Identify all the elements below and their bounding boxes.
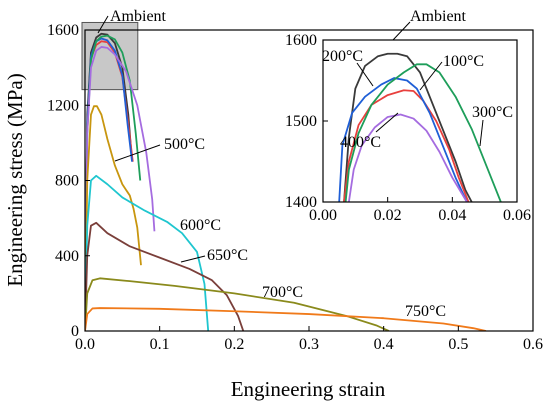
inset-series-300c — [344, 63, 502, 202]
inset-ytick-label: 1400 — [285, 194, 317, 211]
main-series-700c — [85, 277, 390, 331]
annotation-ambient-inset: Ambient — [410, 8, 467, 25]
main-xtick-label: 0.2 — [224, 336, 244, 353]
main-xtick-label: 0.3 — [299, 336, 319, 353]
main-xtick-label: 0.1 — [150, 336, 170, 353]
inset-series-400c — [347, 113, 468, 202]
inset-ytick-label: 1600 — [285, 32, 317, 49]
main-series-750c — [85, 307, 487, 331]
main-xtick-label: 0.4 — [374, 336, 394, 353]
inset-ytick-label: 1500 — [285, 113, 317, 130]
leader-400c-inset — [375, 112, 399, 133]
annotation-500c: 500°C — [164, 136, 205, 153]
inset-series-200c — [338, 77, 468, 202]
annotation-200c-inset: 200°C — [322, 48, 363, 65]
inset-series-group — [338, 52, 502, 202]
main-ytick-label: 800 — [55, 173, 79, 190]
inset-series-ambient — [343, 52, 473, 202]
main-series-400c — [85, 46, 156, 331]
inset-xtick-label: 0.06 — [503, 207, 531, 224]
leader-650c — [180, 255, 206, 263]
main-xtick-label: 0.0 — [75, 336, 95, 353]
annotation-300c-inset: 300°C — [472, 104, 513, 121]
annotation-650c: 650°C — [207, 247, 248, 264]
y-axis-label: Engineering stress (MPa) — [3, 73, 27, 286]
leader-200c-inset — [356, 62, 374, 87]
inset-xtick-label: 0.00 — [309, 207, 337, 224]
main-series-500c — [85, 105, 142, 331]
annotation-750c: 750°C — [405, 303, 446, 320]
main-ytick-label: 400 — [55, 248, 79, 265]
inset-axes: 0.00 0.02 0.04 0.06 1400 1500 1600 — [285, 32, 531, 224]
leader-500c — [114, 144, 161, 162]
annotation-600c: 600°C — [180, 217, 221, 234]
inset-xtick-label: 0.02 — [374, 207, 402, 224]
annotation-100c-inset: 100°C — [443, 53, 484, 70]
inset-series-100c — [343, 89, 470, 202]
main-xtick-label: 0.6 — [523, 336, 543, 353]
annotation-400c-inset: 400°C — [340, 134, 381, 151]
annotation-ambient-main: Ambient — [110, 8, 167, 25]
inset-xtick-label: 0.04 — [438, 207, 466, 224]
main-ytick-label: 1200 — [47, 97, 79, 114]
leader-ambient-inset — [392, 21, 411, 41]
main-series-650c — [85, 221, 245, 331]
x-axis-label: Engineering strain — [231, 377, 386, 401]
main-xtick-label: 0.5 — [448, 336, 468, 353]
main-ytick-label: 1600 — [47, 22, 79, 39]
main-ytick-label: 0 — [71, 323, 79, 340]
leader-100c-inset — [419, 61, 443, 91]
main-axes: 0.0 0.1 0.2 0.3 0.4 0.5 0.6 0 400 800 1200 1600 — [47, 22, 543, 353]
annotation-700c: 700°C — [262, 284, 303, 301]
leader-ambient-main — [97, 15, 109, 34]
main-frame — [84, 29, 534, 332]
leader-300c-inset — [479, 119, 484, 147]
